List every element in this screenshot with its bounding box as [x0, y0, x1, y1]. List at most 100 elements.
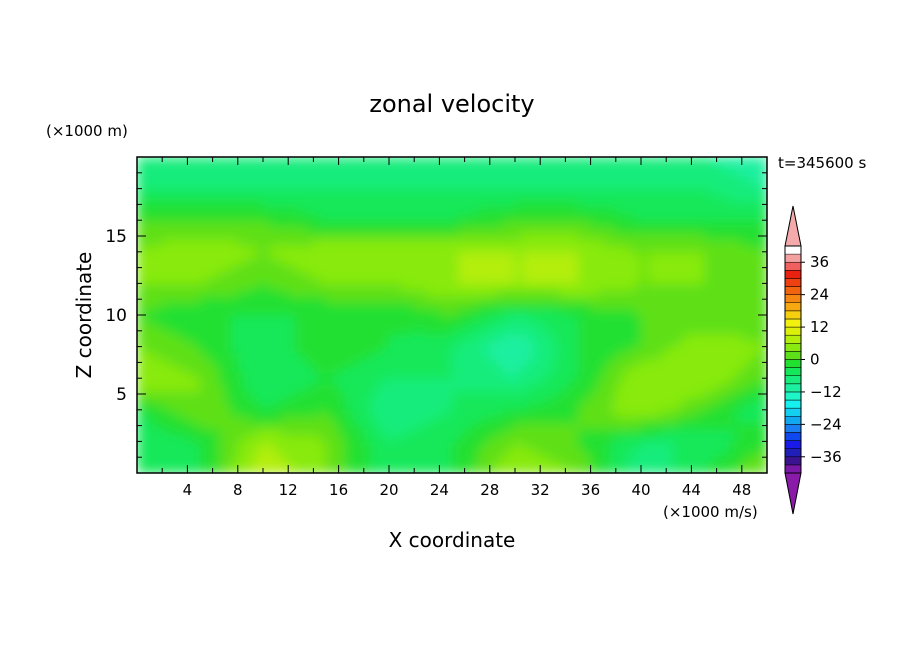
field-cell	[735, 346, 743, 354]
field-cell	[244, 251, 251, 259]
field-cell	[281, 416, 289, 424]
field-cell	[521, 232, 529, 240]
field-cell	[521, 384, 529, 392]
field-cell	[716, 422, 724, 430]
field-cell	[697, 245, 705, 253]
field-cell	[389, 175, 396, 183]
field-cell	[420, 409, 428, 417]
field-cell	[344, 264, 352, 272]
field-cell	[540, 258, 548, 266]
field-cell	[502, 296, 510, 303]
field-cell	[137, 384, 144, 392]
field-cell	[452, 466, 459, 473]
field-cell	[445, 435, 453, 442]
field-cell	[143, 201, 151, 209]
field-cell	[527, 220, 535, 228]
field-cell	[540, 232, 548, 240]
field-cell	[155, 359, 163, 367]
field-cell	[659, 258, 667, 266]
field-cell	[452, 207, 459, 215]
field-cell	[414, 296, 422, 303]
field-cell	[489, 466, 497, 473]
field-cell	[187, 239, 195, 247]
field-cell	[162, 352, 170, 360]
field-cell	[697, 182, 705, 190]
field-cell	[294, 416, 302, 424]
field-cell	[464, 466, 472, 473]
field-cell	[351, 371, 359, 379]
field-cell	[319, 371, 327, 379]
field-cell	[250, 403, 258, 411]
field-cell	[439, 352, 447, 360]
field-cell	[212, 409, 220, 417]
field-cell	[691, 422, 699, 430]
field-cell	[647, 239, 655, 247]
field-cell	[483, 308, 491, 316]
field-cell	[622, 333, 629, 341]
field-cell	[678, 422, 686, 430]
field-cell	[710, 220, 718, 228]
field-cell	[477, 409, 485, 417]
field-cell	[168, 220, 176, 228]
field-cell	[546, 340, 554, 348]
field-cell	[641, 352, 648, 360]
field-cell	[149, 428, 157, 436]
field-cell	[256, 428, 264, 436]
field-cell	[452, 403, 459, 411]
field-cell	[200, 460, 207, 468]
field-cell	[559, 245, 566, 253]
field-cell	[143, 220, 151, 228]
field-cell	[370, 270, 377, 278]
field-cell	[319, 466, 327, 473]
field-cell	[256, 422, 264, 430]
field-cell	[344, 207, 352, 215]
field-cell	[634, 182, 642, 190]
field-cell	[691, 289, 699, 297]
field-cell	[527, 213, 535, 221]
field-cell	[565, 213, 573, 221]
field-cell	[237, 409, 245, 417]
field-cell	[326, 239, 333, 247]
field-cell	[634, 359, 642, 367]
field-cell	[477, 296, 485, 303]
field-cell	[521, 283, 529, 291]
field-cell	[533, 327, 541, 335]
field-cell	[760, 346, 767, 354]
field-cell	[477, 226, 485, 234]
field-cell	[521, 327, 529, 335]
field-cell	[735, 175, 743, 183]
field-cell	[515, 403, 522, 411]
field-cell	[143, 435, 151, 442]
field-cell	[729, 163, 737, 171]
field-cell	[634, 258, 642, 266]
field-cell	[470, 308, 478, 316]
field-cell	[389, 157, 396, 164]
field-cell	[540, 409, 548, 417]
field-cell	[521, 245, 529, 253]
field-cell	[470, 466, 478, 473]
field-cell	[395, 213, 403, 221]
field-cell	[565, 422, 573, 430]
field-cell	[691, 403, 699, 411]
field-cell	[319, 213, 327, 221]
field-cell	[565, 163, 573, 171]
field-cell	[578, 308, 585, 316]
field-cell	[760, 175, 767, 183]
field-cell	[426, 384, 434, 392]
field-cell	[420, 359, 428, 367]
field-cell	[275, 327, 283, 335]
field-cell	[187, 258, 195, 266]
field-cell	[716, 277, 724, 284]
field-cell	[748, 163, 755, 171]
field-cell	[237, 245, 245, 253]
field-cell	[729, 460, 737, 468]
field-cell	[666, 390, 674, 398]
field-cell	[168, 346, 176, 354]
field-cell	[521, 340, 529, 348]
field-cell	[307, 175, 314, 183]
field-cell	[603, 207, 611, 215]
field-cell	[395, 251, 403, 259]
field-cell	[571, 315, 579, 322]
field-cell	[760, 352, 767, 360]
field-cell	[212, 454, 220, 461]
